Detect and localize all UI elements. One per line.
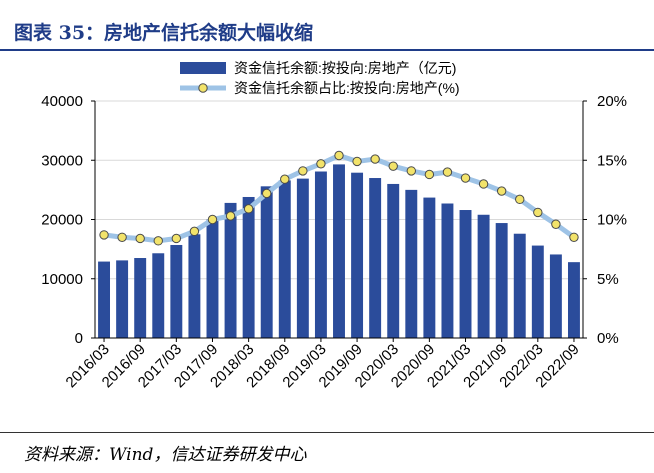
legend-line-label: 资金信托余额占比:按投向:房地产(%) <box>234 80 460 96</box>
figure-header: 图表 35：房地产信托余额大幅收缩 <box>0 0 654 52</box>
bar <box>333 164 345 338</box>
header-rule <box>0 49 654 51</box>
line-point <box>334 150 344 161</box>
y-tick-label: 10000 <box>41 271 83 288</box>
line-point <box>153 236 163 246</box>
bar <box>188 234 201 338</box>
line-point <box>533 207 543 218</box>
bar <box>314 171 327 338</box>
legend-bar-label: 资金信托余额:按投向:房地产（亿元) <box>234 60 456 76</box>
y-tick-label: 20000 <box>41 212 83 229</box>
bar-series <box>98 164 580 338</box>
line-point <box>225 211 236 221</box>
bar <box>531 245 544 338</box>
line-point <box>135 233 145 244</box>
line-point <box>442 167 453 177</box>
line-point <box>424 169 435 180</box>
y2-tick-label: 0% <box>597 330 619 347</box>
line-point <box>352 156 362 167</box>
figure-title: 图表 35：房地产信托余额大幅收缩 <box>14 22 314 44</box>
line-point <box>478 179 489 189</box>
y2-tick-label: 5% <box>597 271 619 288</box>
source-note: 资料来源：Wind，信达证券研发中心 <box>24 445 307 465</box>
y-tick-label: 0 <box>75 330 83 347</box>
line-series <box>99 150 579 246</box>
legend: 资金信托余额:按投向:房地产（亿元) 资金信托余额占比:按投向:房地产(%) <box>180 60 460 96</box>
bar <box>495 223 508 338</box>
bar <box>224 202 237 338</box>
bar <box>459 210 472 338</box>
bar <box>405 189 418 338</box>
line-point <box>569 232 579 242</box>
line-point <box>370 154 380 164</box>
bar <box>549 254 562 338</box>
bar <box>477 214 490 338</box>
y-tick-label: 40000 <box>41 93 83 110</box>
bar <box>278 180 291 338</box>
bar <box>387 183 400 338</box>
bar <box>152 253 165 338</box>
y2-tick-label: 10% <box>597 212 627 229</box>
bar <box>206 219 219 338</box>
line-point <box>406 166 416 176</box>
bar <box>134 258 147 338</box>
bar <box>98 261 111 338</box>
line-point <box>171 233 182 244</box>
y2-tick-label: 20% <box>597 93 627 110</box>
legend-line-marker <box>198 83 208 93</box>
bar <box>423 197 436 338</box>
line-point <box>99 230 109 240</box>
y2-tick-label: 15% <box>597 152 627 169</box>
line-point <box>298 166 308 176</box>
legend-bar-swatch <box>180 62 226 74</box>
bar <box>567 262 580 338</box>
bar <box>170 244 183 338</box>
bar <box>242 196 255 338</box>
bar <box>116 260 129 338</box>
line-point <box>243 204 254 214</box>
bar <box>296 178 309 338</box>
line-point <box>551 219 561 229</box>
chart: 0 0%10000 5%20000 10%30000 15%40000 20%2016/0… <box>41 60 627 391</box>
line-point <box>189 226 200 237</box>
line-point <box>117 232 127 242</box>
bar <box>351 172 364 338</box>
line-point <box>496 186 507 196</box>
bar <box>513 233 526 338</box>
bar <box>369 178 382 338</box>
line-point <box>460 173 471 183</box>
bar <box>441 203 454 338</box>
footer-rule <box>0 432 654 433</box>
line-point <box>316 159 326 169</box>
bar <box>260 186 273 338</box>
line-point <box>262 188 272 199</box>
line-point <box>515 194 525 205</box>
y-tick-label: 30000 <box>41 152 83 169</box>
line-point <box>388 161 398 171</box>
line-point <box>207 214 218 225</box>
line-point <box>280 174 290 184</box>
